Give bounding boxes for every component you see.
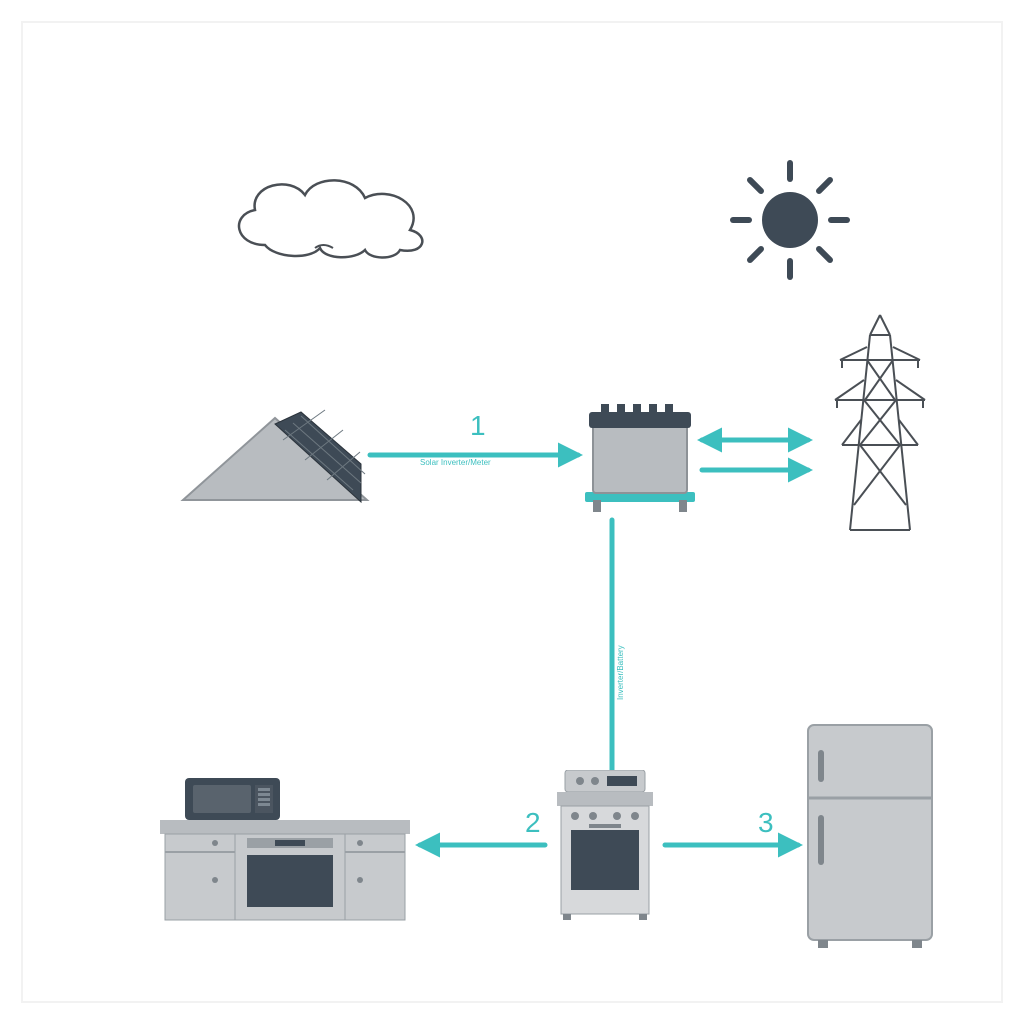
- step-label-3: 3: [758, 807, 774, 839]
- stove-icon: [545, 770, 665, 925]
- inverter-icon: [575, 400, 705, 525]
- edge-label-vertical: Inverter/Battery: [616, 645, 625, 700]
- solar-roof-icon: [175, 390, 375, 515]
- kitchen-counter-icon: [155, 760, 415, 935]
- edge-label-solar: Solar Inverter/Meter: [420, 458, 491, 467]
- sun-icon: [725, 155, 855, 290]
- solar-energy-flow-diagram: 1 2 3 Solar Inverter/Meter Inverter/Batt…: [0, 0, 1024, 1024]
- fridge-icon: [800, 720, 940, 955]
- transmission-tower-icon: [830, 305, 930, 540]
- step-label-2: 2: [525, 807, 541, 839]
- cloud-icon: [215, 160, 445, 275]
- step-label-1: 1: [470, 410, 486, 442]
